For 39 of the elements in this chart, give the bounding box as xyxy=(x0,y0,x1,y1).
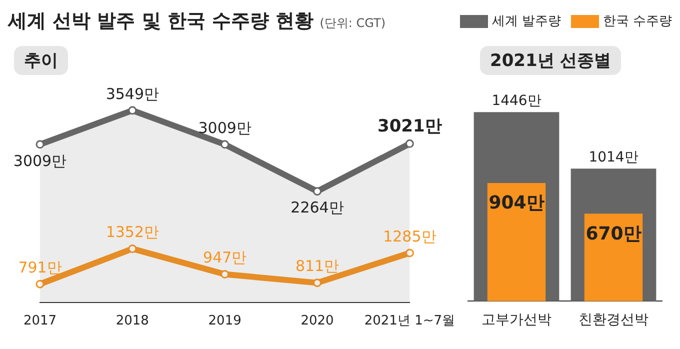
data-label: 3549만 xyxy=(106,84,160,103)
data-label: 670만 xyxy=(586,223,642,244)
data-label: 811만 xyxy=(295,257,340,276)
chart-title: 2021년 선종별 xyxy=(480,46,622,75)
point xyxy=(220,270,230,278)
data-label: 1285만 xyxy=(383,227,436,246)
point xyxy=(36,280,44,288)
point xyxy=(313,278,322,288)
legend-label: 세계 발주량 xyxy=(492,13,561,30)
bar xyxy=(584,214,643,302)
point xyxy=(128,106,137,115)
chart-subtitle: (단위: CGT) xyxy=(320,15,386,32)
chart-title: 세계 선박 발주 및 한국 수주량 현황 xyxy=(8,9,314,34)
data-label: 904만 xyxy=(488,192,544,214)
point xyxy=(405,139,414,148)
data-label: 947만 xyxy=(203,248,247,267)
data-label: 1446만 xyxy=(492,92,542,109)
point xyxy=(405,248,414,258)
data-label: 791만 xyxy=(18,258,62,276)
x-tick-label: 2018 xyxy=(116,314,149,329)
data-label: 2264만 xyxy=(290,198,344,217)
x-tick-label: 2021년 1~7월 xyxy=(364,314,456,329)
x-tick-label: 고부가선박 xyxy=(482,312,552,328)
data-label: 3009만 xyxy=(13,152,67,170)
data-label: 1014만 xyxy=(588,149,638,166)
point xyxy=(220,140,230,149)
legend-label: 한국 수주량 xyxy=(603,13,672,30)
point xyxy=(36,140,44,149)
x-tick-label: 2020 xyxy=(300,314,334,329)
point xyxy=(313,187,322,196)
x-tick-label: 친환경선박 xyxy=(578,312,648,328)
point xyxy=(128,244,137,253)
x-tick-label: 2017 xyxy=(23,314,57,329)
x-tick-label: 2019 xyxy=(208,314,242,329)
data-label: 3021만 xyxy=(378,116,442,137)
bar xyxy=(487,183,546,302)
data-label: 3009만 xyxy=(198,118,252,137)
text: 추이 xyxy=(14,46,68,75)
data-label: 1352만 xyxy=(106,223,160,242)
